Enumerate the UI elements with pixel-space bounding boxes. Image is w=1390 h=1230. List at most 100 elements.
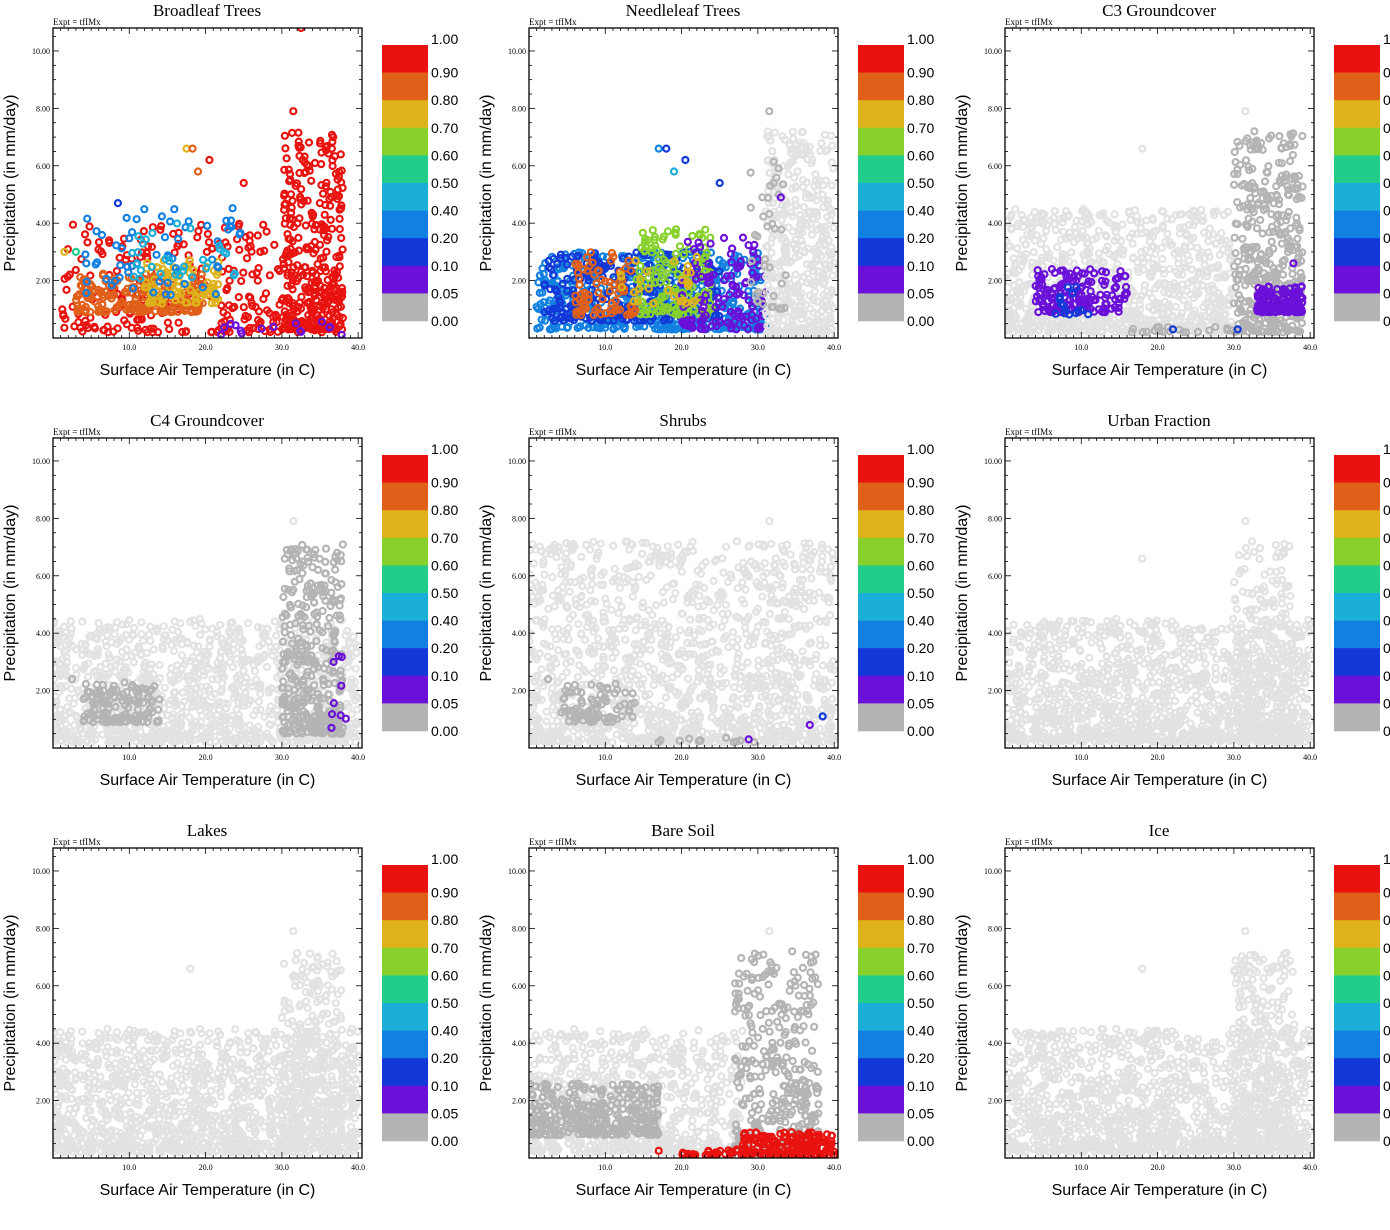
scatter-point <box>828 133 834 139</box>
scatter-point <box>256 265 262 271</box>
colorbar-label: 0.05 <box>907 285 934 301</box>
y-tick-label: 10.00 <box>32 47 50 56</box>
scatter-point <box>1071 261 1077 267</box>
colorbar-swatch <box>382 100 428 128</box>
scatter-point <box>1150 217 1156 223</box>
colorbar-label: 0.50 <box>907 175 934 191</box>
scatter-point <box>338 179 344 185</box>
scatter-point <box>87 309 93 315</box>
y-tick-label: 2.00 <box>512 277 526 286</box>
scatter-point <box>1221 212 1227 218</box>
scatter-point <box>129 250 135 256</box>
scatter-point <box>271 242 277 248</box>
y-axis-label: Precipitation (in mm/day) <box>2 95 19 272</box>
scatter-point <box>337 263 343 269</box>
scatter-point <box>340 247 346 253</box>
x-tick-label: 10.0 <box>122 343 136 352</box>
colorbar-label: 1.00 <box>907 31 934 47</box>
scatter-point <box>199 272 205 278</box>
scatter-point <box>673 251 679 257</box>
scatter-point <box>1164 231 1170 237</box>
scatter-point <box>798 316 804 322</box>
scatter-point <box>218 303 224 309</box>
scatter-point <box>577 282 583 288</box>
scatter-point <box>1032 209 1038 215</box>
scatter-point <box>281 261 287 267</box>
scatter-point <box>1239 236 1245 242</box>
scatter-point <box>1160 267 1166 273</box>
x-tick-label: 40.0 <box>1303 343 1317 352</box>
scatter-point <box>793 272 799 278</box>
colorbar-label: 0.80 <box>1383 92 1390 108</box>
scatter-point <box>1287 158 1293 164</box>
scatter-point <box>717 180 723 186</box>
scatter-point <box>640 230 646 236</box>
scatter-point <box>240 270 246 276</box>
scatter-point <box>282 133 288 139</box>
scatter-point <box>807 306 813 312</box>
scatter-point <box>1185 252 1191 258</box>
colorbar-label: 0.60 <box>431 147 458 163</box>
scatter-point <box>230 205 236 211</box>
x-tick-label: 20.0 <box>675 343 689 352</box>
scatter-point <box>264 229 270 235</box>
scatter-point <box>694 254 700 260</box>
scatter-point <box>682 157 688 163</box>
scatter-point <box>564 325 570 331</box>
scatter-point <box>1099 328 1105 334</box>
scatter-point <box>1198 207 1204 213</box>
x-axis-label: Surface Air Temperature (in C) <box>100 362 316 379</box>
scatter-point <box>59 306 65 312</box>
scatter-point <box>124 215 130 221</box>
scatter-point <box>129 229 135 235</box>
scatter-point <box>820 204 826 210</box>
scatter-point <box>105 324 111 330</box>
scatter-point <box>708 241 714 247</box>
scatter-point <box>779 281 785 287</box>
x-tick-label: 10.0 <box>598 343 612 352</box>
scatter-point <box>765 195 771 201</box>
scatter-point <box>1167 266 1173 272</box>
colorbar-swatch <box>858 155 904 183</box>
scatter-point <box>134 317 140 323</box>
scatter-point <box>1093 297 1099 303</box>
scatter-point <box>1096 228 1102 234</box>
scatter-point <box>760 214 766 220</box>
scatter-point <box>91 324 97 330</box>
scatter-point <box>1014 245 1020 251</box>
scatter-point <box>799 238 805 244</box>
scatter-point <box>766 108 772 114</box>
scatter-point <box>260 296 266 302</box>
scatter-point <box>238 278 244 284</box>
experiment-label: Expt = tfIMx <box>53 427 101 437</box>
scatter-point <box>206 157 212 163</box>
scatter-point <box>1169 216 1175 222</box>
scatter-point <box>1054 244 1060 250</box>
scatter-point <box>1189 266 1195 272</box>
scatter-point <box>656 146 662 152</box>
scatter-point <box>241 304 247 310</box>
scatter-point <box>1260 231 1266 237</box>
scatter-point <box>138 267 144 273</box>
scatter-point <box>325 277 331 283</box>
scatter-point <box>84 216 90 222</box>
colorbar-label: 0.10 <box>1383 258 1390 274</box>
scatter-point <box>1235 221 1241 227</box>
colorbar-swatch <box>382 238 428 266</box>
scatter-point <box>814 187 820 193</box>
panel-title: Needleleaf Trees <box>626 1 741 20</box>
scatter-point <box>1130 241 1136 247</box>
scatter-point <box>671 169 677 175</box>
colorbar-swatch <box>1334 266 1380 294</box>
scatter-point <box>123 257 129 263</box>
scatter-point <box>323 268 329 274</box>
x-tick-label: 20.0 <box>199 343 213 352</box>
scatter-point <box>223 240 229 246</box>
colorbar-label: 0.90 <box>431 65 458 81</box>
colorbar-swatch <box>858 211 904 239</box>
scatter-point <box>283 201 289 207</box>
scatter-point <box>1243 266 1249 272</box>
scatter-point <box>298 201 304 207</box>
scatter-point <box>140 241 146 247</box>
scatter-point <box>131 659 137 665</box>
